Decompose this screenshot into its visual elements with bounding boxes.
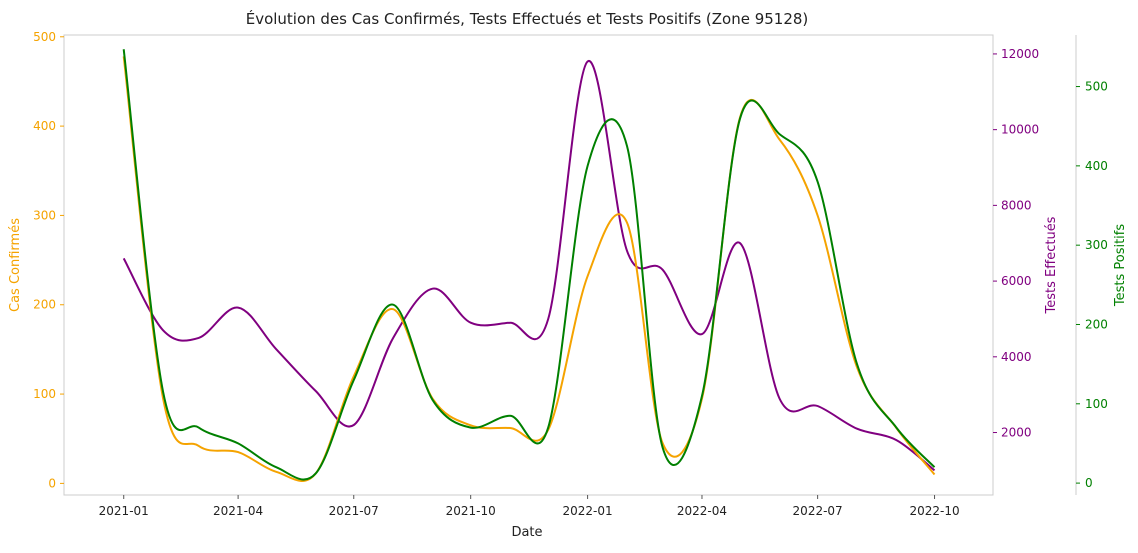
series-line-tests-effectu-s: [122, 60, 936, 472]
y-tick-label-right2: 300: [1085, 238, 1108, 252]
plot-frame: [63, 34, 994, 496]
y-tick-label-right2: 0: [1085, 476, 1093, 490]
x-tick-label: 2021-07: [329, 504, 379, 518]
x-tick-label: 2021-01: [99, 504, 149, 518]
y-tick-label-right2: 100: [1085, 397, 1108, 411]
y-tick-label-left: 0: [48, 476, 56, 490]
x-tick-label: 2021-04: [213, 504, 263, 518]
y-tick-label-right1: 4000: [1001, 350, 1032, 364]
series-line-tests-positifs: [122, 49, 936, 481]
x-tick-label: 2022-07: [793, 504, 843, 518]
y-tick-label-right2: 400: [1085, 159, 1108, 173]
x-tick-label: 2021-10: [446, 504, 496, 518]
series-line-cas-confirm-s: [122, 56, 936, 482]
y-tick-label-left: 300: [33, 208, 56, 222]
y-tick-label-right1: 10000: [1001, 123, 1039, 137]
x-axis-label: Date: [511, 525, 542, 540]
plot-area: 2021-01 2021-04 2021-07 2021-10 2022-01 2022-…: [33, 30, 1108, 518]
y-axis-label-cas-confirmes: Cas Confirmés: [8, 218, 23, 312]
y-tick-label-left: 200: [33, 298, 56, 312]
y-tick-label-left: 400: [33, 119, 56, 133]
y-tick-label-right2: 500: [1085, 80, 1108, 94]
y-axis-label-tests-effectues: Tests Effectués: [1044, 216, 1059, 314]
y-tick-label-left: 100: [33, 387, 56, 401]
y-tick-label-right1: 8000: [1001, 198, 1032, 212]
x-tick-label: 2022-10: [909, 504, 959, 518]
y-tick-label-left: 500: [33, 30, 56, 44]
y-tick-label-right1: 12000: [1001, 47, 1039, 61]
y-axis-label-tests-positifs: Tests Positifs: [1113, 224, 1128, 308]
chart-title: Évolution des Cas Confirmés, Tests Effec…: [246, 9, 809, 28]
y-tick-label-right2: 200: [1085, 317, 1108, 331]
x-tick-label: 2022-01: [563, 504, 613, 518]
x-tick-label: 2022-04: [677, 504, 727, 518]
y-tick-label-right1: 6000: [1001, 274, 1032, 288]
y-tick-label-right1: 2000: [1001, 426, 1032, 440]
